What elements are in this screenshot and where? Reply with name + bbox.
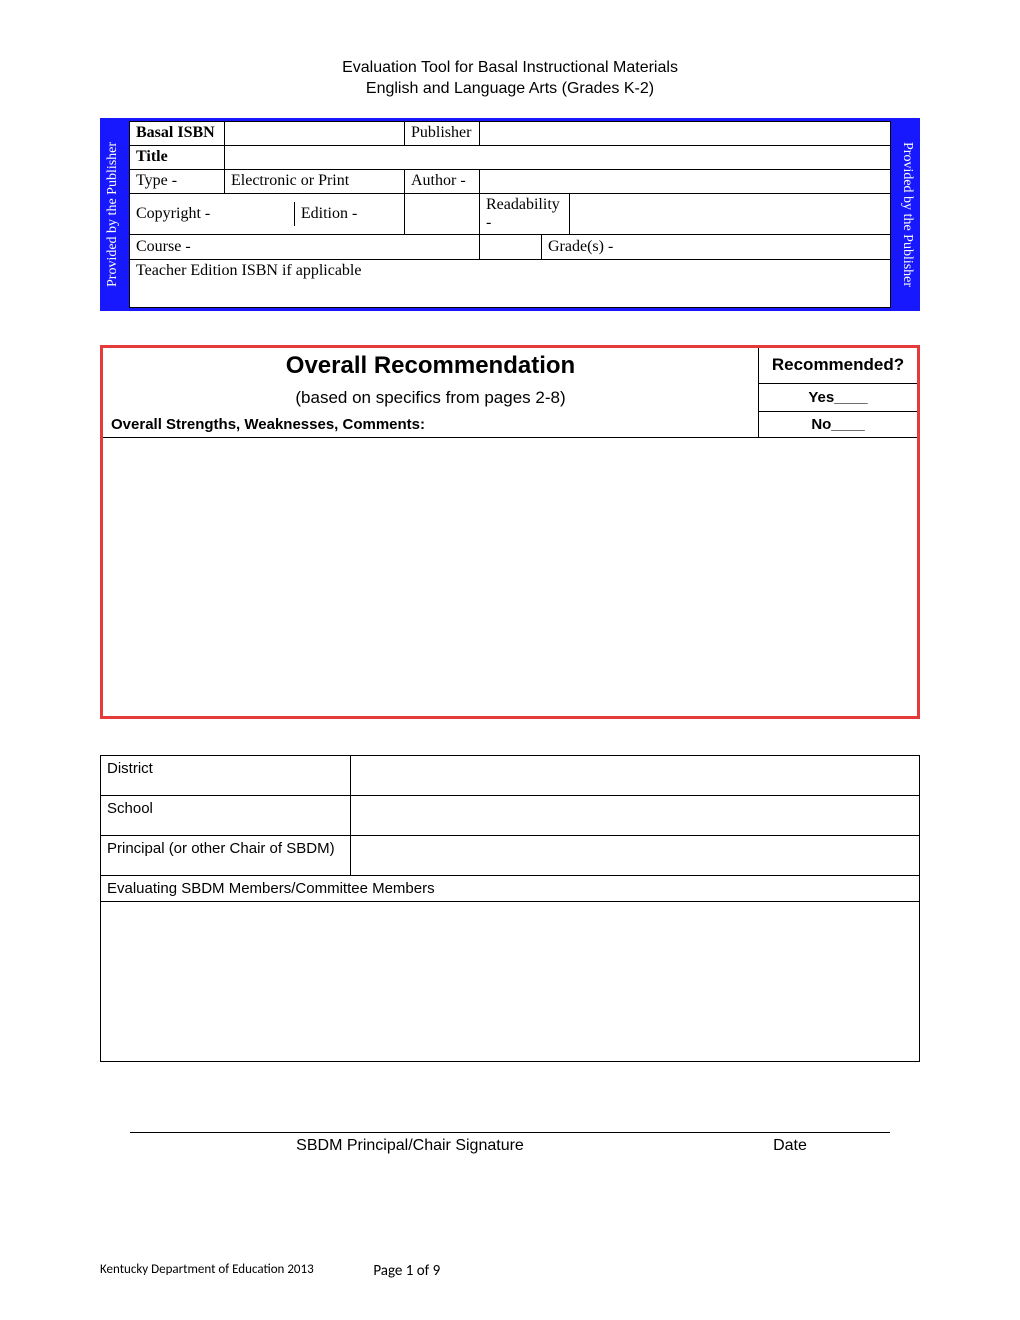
comments-label: Overall Strengths, Weaknesses, Comments: bbox=[111, 416, 750, 433]
label-readability: Readability - bbox=[480, 193, 570, 234]
field-principal[interactable] bbox=[351, 836, 920, 876]
recommendation-box: Overall Recommendation Recommended? (bas… bbox=[100, 345, 920, 720]
field-readability[interactable] bbox=[570, 193, 891, 234]
label-title: Title bbox=[130, 145, 225, 169]
field-school[interactable] bbox=[351, 796, 920, 836]
field-district[interactable] bbox=[351, 756, 920, 796]
header-title: Evaluation Tool for Basal Instructional … bbox=[100, 58, 920, 79]
publisher-info-box: Provided by the Publisher Basal ISBN Pub… bbox=[100, 118, 920, 311]
field-title[interactable] bbox=[225, 145, 891, 169]
recommended-no[interactable]: No____ bbox=[759, 412, 919, 438]
field-publisher[interactable] bbox=[480, 121, 891, 145]
label-copyright: Copyright - bbox=[130, 202, 294, 226]
label-basal-isbn: Basal ISBN bbox=[130, 121, 225, 145]
recommended-yes[interactable]: Yes____ bbox=[759, 384, 919, 412]
recommendation-title: Overall Recommendation bbox=[111, 352, 750, 380]
page-footer: Kentucky Department of Education 2013 Pa… bbox=[100, 1262, 920, 1280]
label-district: District bbox=[101, 756, 351, 796]
side-label-right: Provided by the Publisher bbox=[891, 121, 917, 308]
recommendation-subtitle: (based on specifics from pages 2-8) bbox=[111, 388, 750, 408]
label-principal: Principal (or other Chair of SBDM) bbox=[101, 836, 351, 876]
signature-row: SBDM Principal/Chair Signature Date bbox=[130, 1137, 890, 1155]
side-label-left: Provided by the Publisher bbox=[103, 121, 129, 308]
signature-label: SBDM Principal/Chair Signature bbox=[130, 1137, 690, 1155]
page-header: Evaluation Tool for Basal Instructional … bbox=[100, 58, 920, 100]
comments-body[interactable] bbox=[102, 438, 919, 718]
field-members[interactable] bbox=[101, 902, 920, 1062]
recommended-header: Recommended? bbox=[759, 346, 919, 384]
signature-line bbox=[130, 1132, 890, 1133]
label-course: Course - bbox=[130, 234, 480, 259]
label-school: School bbox=[101, 796, 351, 836]
label-type: Type - bbox=[130, 169, 225, 193]
field-course[interactable] bbox=[480, 235, 542, 259]
label-members: Evaluating SBDM Members/Committee Member… bbox=[101, 876, 920, 902]
header-subtitle: English and Language Arts (Grades K-2) bbox=[100, 79, 920, 100]
label-edition: Edition - bbox=[294, 202, 404, 226]
label-grades: Grade(s) - bbox=[542, 235, 891, 259]
footer-page: Page 1 of 9 bbox=[373, 1262, 646, 1280]
field-basal-isbn[interactable] bbox=[225, 121, 405, 145]
district-table: District School Principal (or other Chai… bbox=[100, 755, 920, 1062]
field-type-options[interactable]: Electronic or Print bbox=[225, 169, 405, 193]
label-publisher: Publisher bbox=[405, 121, 480, 145]
label-author: Author - bbox=[405, 169, 480, 193]
field-author[interactable] bbox=[480, 169, 891, 193]
label-teacher-edition: Teacher Edition ISBN if applicable bbox=[130, 259, 891, 307]
signature-date: Date bbox=[690, 1137, 890, 1155]
footer-left: Kentucky Department of Education 2013 bbox=[100, 1262, 373, 1280]
field-edition[interactable] bbox=[405, 193, 480, 234]
publisher-table: Basal ISBN Publisher Title Type - Electr… bbox=[129, 121, 891, 308]
